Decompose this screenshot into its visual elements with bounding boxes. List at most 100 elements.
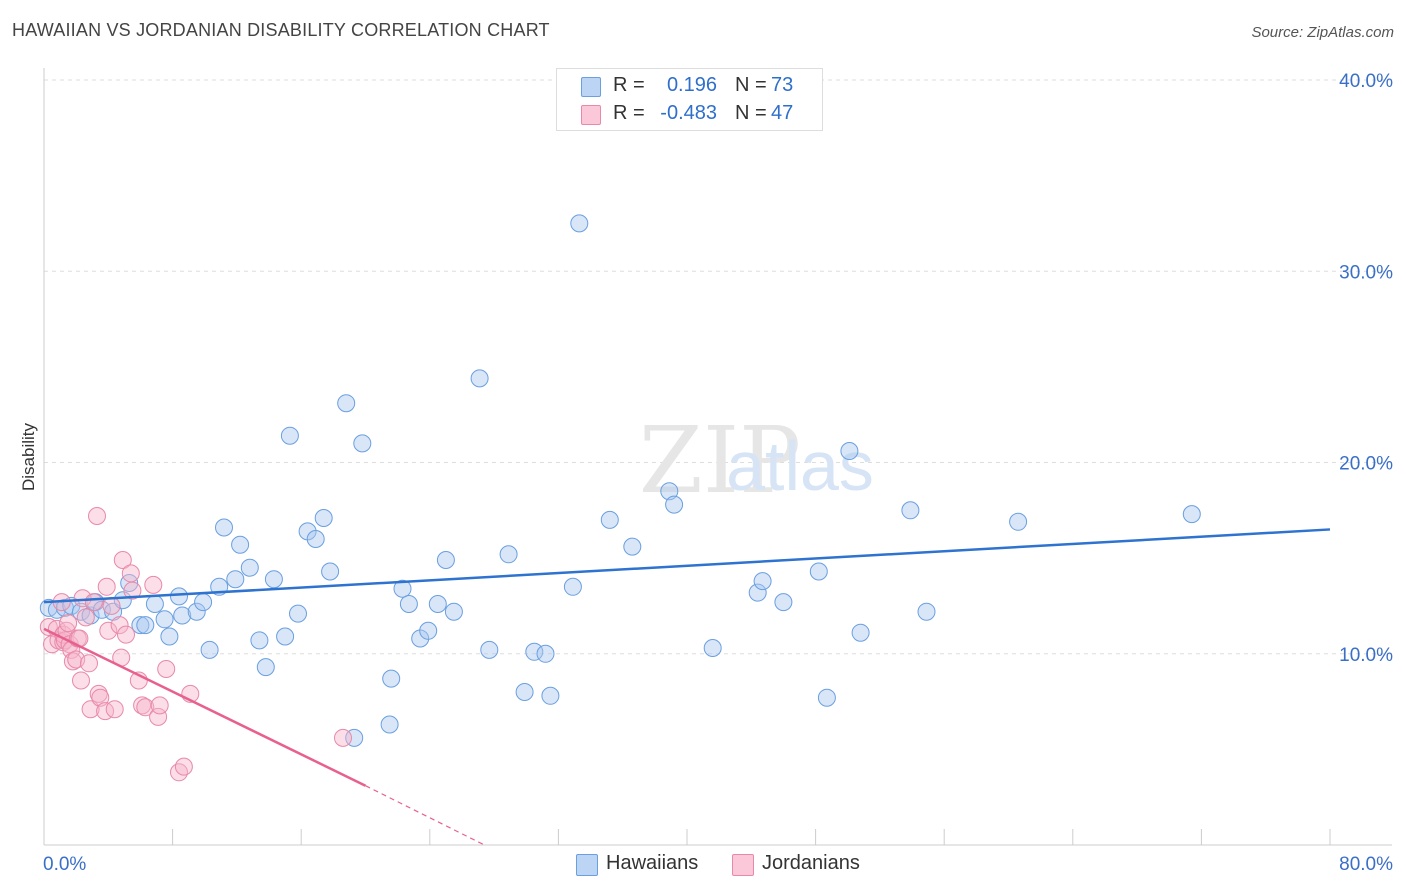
hawaiian-point xyxy=(470,369,489,388)
legend-r-value: -0.483 xyxy=(660,102,717,124)
hawaiian-point xyxy=(515,683,534,701)
series-label-hawaiians: Hawaiians xyxy=(606,852,699,874)
hawaiian-point xyxy=(600,510,619,529)
hawaiian-point xyxy=(289,604,307,623)
jordanian-point xyxy=(174,757,193,776)
y-tick-label: 40.0% xyxy=(1339,71,1393,92)
hawaiian-point xyxy=(419,621,438,640)
x-tick-label: 0.0% xyxy=(43,854,86,875)
legend-r-label: R = xyxy=(613,74,645,96)
jordanian-point xyxy=(144,575,163,594)
hawaiian-point xyxy=(170,587,188,606)
jordanian-point xyxy=(110,616,129,635)
jordanian-point xyxy=(97,577,116,596)
hawaiian-point xyxy=(623,537,642,556)
legend-n-value: 47 xyxy=(771,102,794,124)
y-tick-label: 20.0% xyxy=(1339,454,1393,475)
hawaiian-point xyxy=(173,606,192,625)
hawaiian-point xyxy=(382,669,401,688)
hawaiian-point xyxy=(380,715,399,734)
legend-r-value: 0.196 xyxy=(666,74,717,96)
jordanian-trend-line xyxy=(43,627,367,787)
hawaiian-point xyxy=(774,593,793,612)
data-points xyxy=(39,214,1201,782)
legend-row-hawaiians: R = 0.196 N = 73 xyxy=(557,72,822,100)
hawaiian-point xyxy=(753,572,772,591)
jordanian-point xyxy=(150,696,169,715)
hawaiian-point xyxy=(748,583,767,602)
hawaiian-point xyxy=(428,595,447,613)
hawaiian-point xyxy=(200,640,219,659)
hawaiian-point xyxy=(155,610,174,629)
jordanian-point xyxy=(121,564,140,583)
hawaiian-point xyxy=(160,627,179,646)
hawaiian-point xyxy=(703,639,722,657)
hawaiian-point xyxy=(563,577,582,596)
hawaiian-point xyxy=(570,214,589,233)
hawaiian-point xyxy=(444,602,463,621)
legend-swatch-jordanians xyxy=(581,105,601,125)
hawaiian-point xyxy=(226,570,245,589)
hawaiian-point xyxy=(321,562,340,581)
jordanian-point xyxy=(102,596,121,615)
hawaiian-point xyxy=(113,591,132,610)
hawaiian-point xyxy=(851,623,870,642)
watermark-atlas: atlas xyxy=(726,427,874,505)
hawaiian-point xyxy=(250,631,269,650)
jordanian-point xyxy=(149,707,168,726)
jordanian-point xyxy=(88,507,106,525)
hawaiian-point xyxy=(194,593,213,612)
jordanian-point xyxy=(170,763,188,782)
series-legend: Hawaiians Jordanians xyxy=(0,852,1406,878)
jordanian-point xyxy=(72,671,90,690)
axes xyxy=(43,68,1392,846)
hawaiian-point xyxy=(436,551,455,569)
trend-lines xyxy=(43,528,1331,846)
jordanian-point xyxy=(63,652,82,671)
hawaiian-point xyxy=(1009,512,1028,531)
hawaiian-point xyxy=(817,688,836,707)
hawaiian-point xyxy=(240,558,259,577)
correlation-legend: R = 0.196 N = 73 R = -0.483 N = 47 xyxy=(556,68,823,131)
hawaiian-point xyxy=(541,686,560,705)
hawaiian-point xyxy=(480,640,499,659)
y-tick-label: 10.0% xyxy=(1339,645,1393,666)
series-swatch-jordanians xyxy=(732,854,754,876)
hawaiian-point xyxy=(72,602,90,621)
series-label-jordanians: Jordanians xyxy=(762,852,860,874)
jordanian-point xyxy=(113,551,132,569)
legend-r-label: R = xyxy=(613,102,645,124)
jordanian-point xyxy=(123,581,142,600)
hawaiian-point xyxy=(660,482,679,501)
hawaiian-point xyxy=(499,545,518,564)
hawaiian-point xyxy=(131,616,150,635)
hawaiian-point xyxy=(276,627,295,646)
hawaiian-point xyxy=(215,518,233,537)
hawaiian-point xyxy=(525,642,544,661)
hawaiian-point xyxy=(840,442,859,460)
jordanian-point xyxy=(81,700,100,719)
jordanian-point xyxy=(99,621,118,640)
jordanian-point xyxy=(59,614,78,633)
legend-row-jordanians: R = -0.483 N = 47 xyxy=(557,100,822,128)
hawaiian-point xyxy=(1182,505,1201,524)
jordanian-point xyxy=(133,696,152,715)
hawaiian-point xyxy=(393,579,412,598)
jordanian-trend-extension xyxy=(365,785,485,846)
jordanian-point xyxy=(105,700,124,719)
hawaiian-point xyxy=(809,562,828,581)
series-swatch-hawaiians xyxy=(576,854,598,876)
hawaiian-point xyxy=(136,616,155,635)
hawaiian-point xyxy=(314,509,333,527)
hawaiian-point xyxy=(306,530,325,548)
jordanian-point xyxy=(91,688,110,707)
y-tick-label: 30.0% xyxy=(1339,262,1393,283)
hawaiian-point xyxy=(280,426,299,445)
hawaiian-point xyxy=(256,658,275,677)
chart-source: Source: ZipAtlas.com xyxy=(1251,24,1394,41)
x-tick-label: 80.0% xyxy=(1339,854,1393,875)
jordanian-point xyxy=(157,660,176,678)
tick-labels: 10.0% 20.0% 30.0% 40.0% 0.0% 80.0% xyxy=(43,71,1393,875)
hawaiian-point xyxy=(264,570,283,589)
